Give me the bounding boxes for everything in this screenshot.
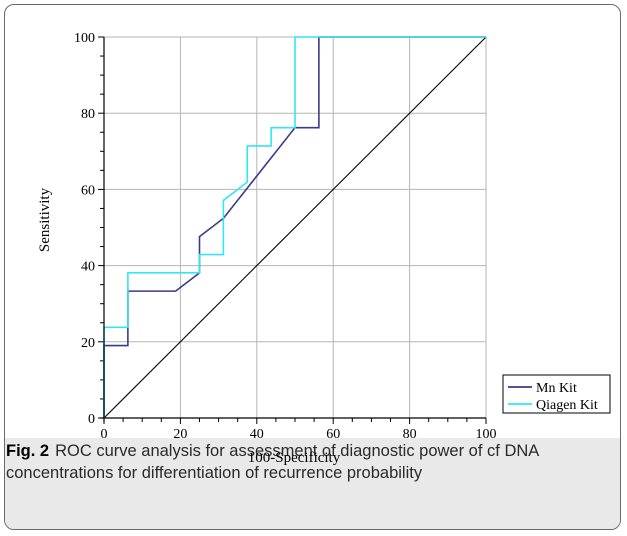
caption-label: Fig. 2 [6, 442, 50, 460]
x-tick-label: 0 [101, 427, 108, 442]
series-lines [103, 36, 487, 419]
x-tick-label: 60 [326, 427, 340, 442]
y-tick-label: 60 [81, 183, 95, 198]
caption-text: ROC curve analysis for assessment of dia… [6, 442, 539, 482]
legend: Mn Kit Qiagen Kit [502, 374, 611, 414]
series-line-qiagen-kit [103, 36, 486, 418]
x-axis-label: 100-Specificity [248, 450, 341, 466]
tick-labels: 0 20 40 60 80 100 0 20 40 60 80 100 [74, 31, 497, 442]
legend-label: Mn Kit [536, 381, 577, 396]
axes [100, 37, 486, 422]
x-tick-label: 100 [476, 427, 497, 442]
legend-box [502, 374, 611, 414]
reference-diagonal-line [103, 36, 487, 419]
y-tick-label: 0 [88, 412, 95, 427]
figure-caption: Fig. 2 ROC curve analysis for assessment … [6, 440, 614, 484]
y-axis-label: Sensitivity [37, 187, 53, 252]
legend-label: Qiagen Kit [536, 398, 598, 413]
x-tick-label: 80 [403, 427, 417, 442]
y-tick-label: 40 [81, 260, 95, 275]
x-tick-label: 20 [173, 427, 187, 442]
y-tick-label: 100 [74, 31, 95, 46]
y-tick-label: 20 [81, 336, 95, 351]
x-tick-label: 40 [250, 427, 264, 442]
caption-box [5, 438, 620, 529]
y-tick-label: 80 [81, 107, 95, 122]
